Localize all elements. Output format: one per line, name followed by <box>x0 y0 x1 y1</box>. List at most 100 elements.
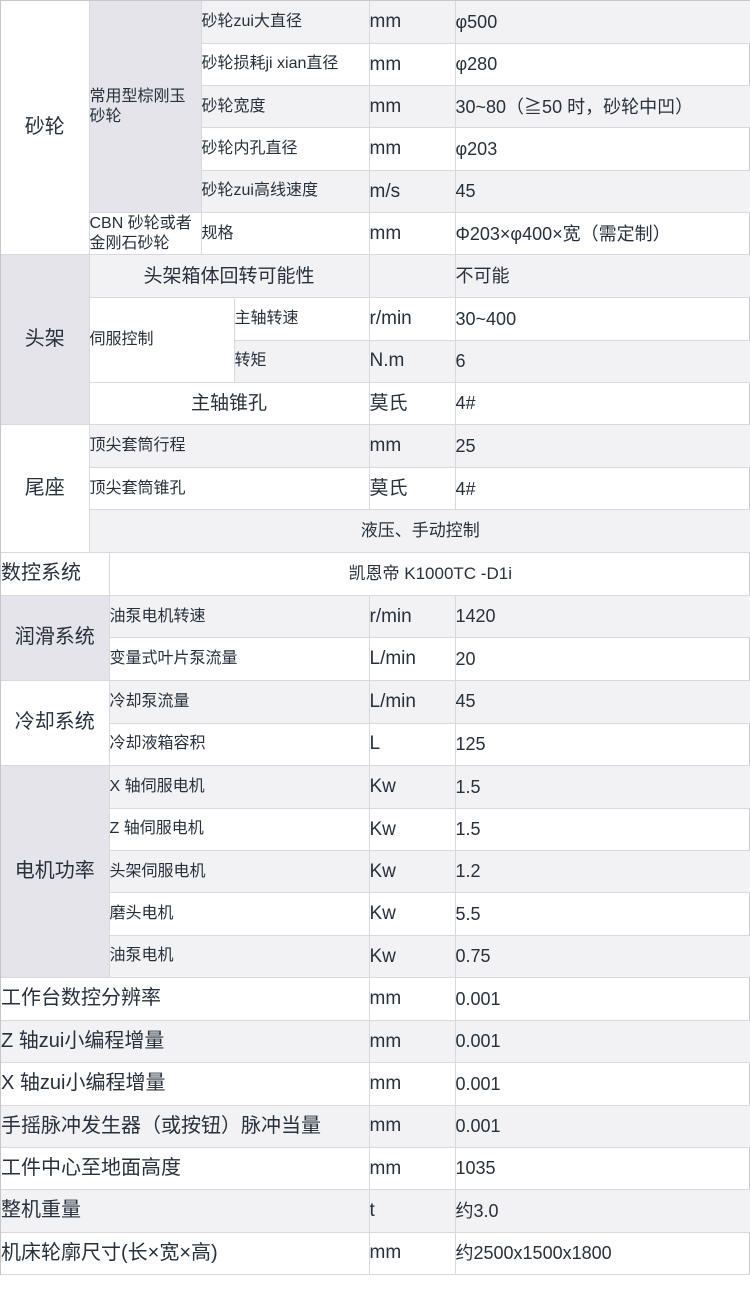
spec-label-cell: 砂轮损耗ji xian直径 <box>201 43 370 87</box>
category-cell-motors: 电机功率 <box>1 765 110 979</box>
spec-label-cell: 主轴转速 <box>234 297 370 341</box>
value-cell: 1.2 <box>455 850 750 894</box>
table-row: 砂轮 常用型棕刚玉砂轮 砂轮zui大直径 mm φ500 <box>1 1 750 256</box>
unit-cell: mm <box>369 212 456 256</box>
unit-cell: mm <box>369 425 456 469</box>
value-cell: 1420 <box>455 595 750 639</box>
spec-label-cell: 砂轮内孔直径 <box>201 127 370 171</box>
table-row: 伺服控制 主轴转速 r/min 30~400 <box>1 297 750 383</box>
table-row: 工作台数控分辨率 mm 0.001 <box>1 978 750 1021</box>
unit-cell: mm <box>369 1020 456 1064</box>
spec-label-cell: Z 轴zui小编程增量 <box>1 1020 370 1064</box>
unit-cell: Kw <box>369 850 456 894</box>
value-cell: φ203 <box>455 127 750 171</box>
unit-cell: 莫氏 <box>369 382 456 426</box>
spec-label-cell: 转矩 <box>234 340 370 383</box>
cooling-section: 冷却系统 冷却泵流量 L/min 45 冷却液箱容积 L 125 <box>1 680 750 766</box>
table-row: CBN 砂轮或者金刚石砂轮 规格 mm Φ203×φ400×宽（需定制） <box>1 212 750 256</box>
spec-label-cell: 手摇脉冲发生器（或按钮）脉冲当量 <box>1 1105 370 1148</box>
spec-label-cell: 磨头电机 <box>109 892 370 936</box>
unit-cell: Kw <box>369 765 456 809</box>
spec-label-cell: X 轴zui小编程增量 <box>1 1062 370 1106</box>
table-row: 手摇脉冲发生器（或按钮）脉冲当量 mm 0.001 <box>1 1105 750 1148</box>
spec-label-cell: X 轴伺服电机 <box>109 765 370 809</box>
spec-label-cell: 砂轮zui高线速度 <box>201 170 370 214</box>
table-row: 润滑系统 油泵电机转速 r/min 1420 <box>1 595 750 681</box>
cnc-section: 数控系统 凯恩帝 K1000TC -D1i <box>1 552 750 596</box>
spec-label-cell: 变量式叶片泵流量 <box>109 637 370 681</box>
spec-label-cell: 工件中心至地面高度 <box>1 1147 370 1191</box>
spec-label-cell: 主轴锥孔 <box>89 382 370 426</box>
spec-label-cell: 砂轮宽度 <box>201 85 370 129</box>
unit-cell: mm <box>369 1105 456 1148</box>
table-row: 冷却系统 冷却泵流量 L/min 45 <box>1 680 750 766</box>
table-row: 砂轮宽度 mm 30~80（≧50 时，砂轮中凹） <box>1 85 750 129</box>
unit-cell: L/min <box>369 680 456 724</box>
spec-label-cell: Z 轴伺服电机 <box>109 808 370 852</box>
spec-label-cell: 油泵电机转速 <box>109 595 370 639</box>
lubrication-section: 润滑系统 油泵电机转速 r/min 1420 变量式叶片泵流量 L/min 20 <box>1 595 750 681</box>
spec-label-cell: 顶尖套筒锥孔 <box>89 467 370 511</box>
table-row: 整机重量 t 约3.0 <box>1 1189 750 1233</box>
value-cell: 1.5 <box>455 808 750 852</box>
table-row: Z 轴伺服电机 Kw 1.5 <box>1 808 750 852</box>
headstock-section: 头架 头架箱体回转可能性 不可能 伺服控制 主轴转速 r/min 30~400 … <box>1 255 750 426</box>
category-cell-headstock: 头架 <box>1 255 90 426</box>
category-cell-tailstock: 尾座 <box>1 425 90 553</box>
value-cell: 约2500x1500x1800 <box>455 1232 750 1275</box>
unit-cell: mm <box>369 43 456 87</box>
table-row: 主轴锥孔 莫氏 4# <box>1 382 750 426</box>
subcategory-cell-common-wheel: 常用型棕刚玉砂轮 <box>89 1 202 214</box>
unit-cell: mm <box>369 1147 456 1191</box>
table-row: 冷却液箱容积 L 125 <box>1 723 750 766</box>
table-row: 砂轮损耗ji xian直径 mm φ280 <box>1 43 750 87</box>
value-cell: 30~400 <box>455 297 750 341</box>
table-row: 头架伺服电机 Kw 1.2 <box>1 850 750 894</box>
unit-cell: r/min <box>369 297 456 341</box>
value-cell: 0.001 <box>455 978 750 1021</box>
unit-cell: L <box>369 723 456 766</box>
spec-label-cell: 机床轮廓尺寸(长×宽×高) <box>1 1232 370 1275</box>
value-cell: φ500 <box>455 1 750 44</box>
spec-table: 砂轮 常用型棕刚玉砂轮 砂轮zui大直径 mm φ500 砂轮损耗ji xian… <box>0 0 750 1275</box>
table-row: Z 轴zui小编程增量 mm 0.001 <box>1 1020 750 1064</box>
table-row: 磨头电机 Kw 5.5 <box>1 892 750 936</box>
unit-cell: r/min <box>369 595 456 639</box>
table-row: 顶尖套筒锥孔 莫氏 4# <box>1 467 750 511</box>
unit-cell <box>369 255 456 299</box>
spec-label-cell: 油泵电机 <box>109 935 370 979</box>
spec-label-cell: 冷却液箱容积 <box>109 723 370 766</box>
spec-label-cell: 头架伺服电机 <box>109 850 370 894</box>
note-cell-control: 液压、手动控制 <box>89 509 750 553</box>
value-cell: 45 <box>455 170 750 214</box>
value-cell: 1035 <box>455 1147 750 1191</box>
motors-section: 电机功率 X 轴伺服电机 Kw 1.5 Z 轴伺服电机 Kw 1.5 头架伺服电… <box>1 765 750 979</box>
unit-cell: mm <box>369 1062 456 1106</box>
unit-cell: mm <box>369 85 456 129</box>
value-cell: 125 <box>455 723 750 766</box>
unit-cell: N.m <box>369 340 456 383</box>
unit-cell: Kw <box>369 935 456 979</box>
unit-cell: t <box>369 1189 456 1233</box>
value-cell: 不可能 <box>455 255 750 299</box>
spec-label-cell: 数控系统 <box>1 552 110 596</box>
value-cell: 0.001 <box>455 1105 750 1148</box>
value-cell: 45 <box>455 680 750 724</box>
value-cell: Φ203×φ400×宽（需定制） <box>455 212 750 256</box>
subcategory-cell-cbn-wheel: CBN 砂轮或者金刚石砂轮 <box>89 212 202 256</box>
wheel-section: 砂轮 常用型棕刚玉砂轮 砂轮zui大直径 mm φ500 砂轮损耗ji xian… <box>1 1 750 256</box>
value-cell: 30~80（≧50 时，砂轮中凹） <box>455 85 750 129</box>
value-cell: 0.001 <box>455 1020 750 1064</box>
value-cell: 约3.0 <box>455 1189 750 1233</box>
table-row: 变量式叶片泵流量 L/min 20 <box>1 637 750 681</box>
unit-cell: mm <box>369 1 456 44</box>
table-row: 油泵电机 Kw 0.75 <box>1 935 750 979</box>
unit-cell: 莫氏 <box>369 467 456 511</box>
category-cell-wheel: 砂轮 <box>1 1 90 256</box>
value-cell: 6 <box>455 340 750 383</box>
value-cell: 0.75 <box>455 935 750 979</box>
spec-label-cell: 顶尖套筒行程 <box>89 425 370 469</box>
unit-cell: Kw <box>369 892 456 936</box>
table-row: 液压、手动控制 <box>1 509 750 553</box>
